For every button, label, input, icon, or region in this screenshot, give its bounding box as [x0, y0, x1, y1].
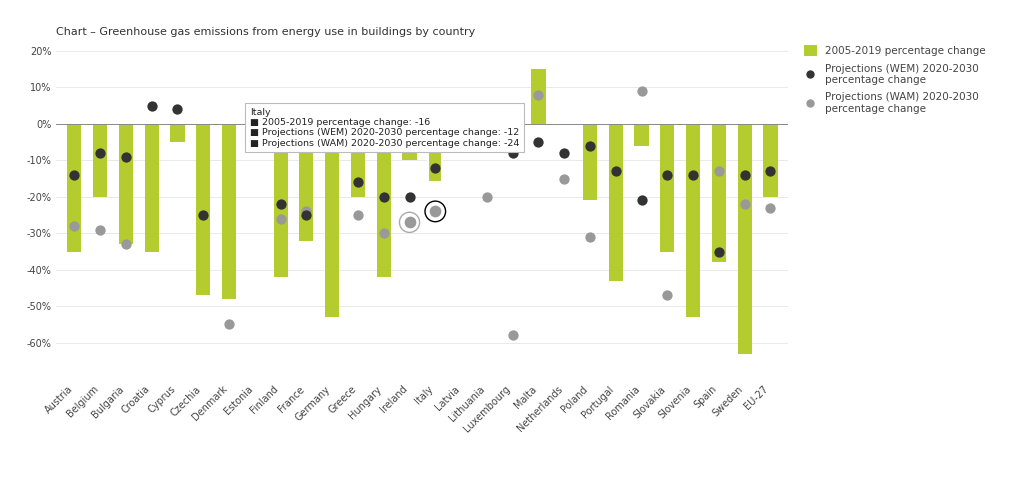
Point — [401, 193, 418, 201]
Point — [67, 222, 83, 230]
Bar — [170, 124, 184, 142]
Point — [118, 153, 134, 161]
Point — [298, 208, 314, 215]
Bar — [402, 124, 417, 160]
Bar — [248, 124, 262, 131]
Point — [505, 331, 521, 339]
Bar — [197, 124, 210, 295]
Text: Chart – Greenhouse gas emissions from energy use in buildings by country: Chart – Greenhouse gas emissions from en… — [56, 27, 475, 37]
Point — [427, 164, 443, 172]
Point — [427, 208, 443, 215]
Point — [530, 91, 547, 99]
Point — [350, 178, 367, 186]
Bar — [273, 124, 288, 277]
Bar — [608, 124, 623, 281]
Bar — [299, 124, 313, 241]
Bar — [93, 124, 108, 197]
Point — [221, 321, 238, 329]
Point — [736, 171, 753, 179]
Point — [453, 139, 469, 146]
Point — [711, 167, 727, 175]
Point — [530, 139, 547, 146]
Point — [607, 167, 624, 175]
Bar — [325, 124, 339, 317]
Bar — [428, 124, 442, 182]
Point — [582, 142, 598, 150]
Point — [659, 292, 676, 299]
Bar — [763, 124, 777, 197]
Point — [92, 226, 109, 234]
Point — [401, 219, 418, 226]
Point — [118, 241, 134, 248]
Bar — [583, 124, 597, 201]
Point — [401, 219, 418, 226]
Bar — [660, 124, 675, 252]
Point — [505, 149, 521, 157]
Point — [376, 229, 392, 237]
Point — [169, 105, 185, 113]
Point — [582, 233, 598, 241]
Point — [92, 149, 109, 157]
Bar — [428, 124, 442, 182]
Bar — [480, 113, 494, 124]
Point — [659, 171, 676, 179]
Point — [350, 211, 367, 219]
Point — [401, 219, 418, 226]
Point — [376, 193, 392, 201]
Point — [427, 208, 443, 215]
Bar — [686, 124, 700, 317]
Point — [711, 248, 727, 256]
Point — [633, 197, 649, 205]
Point — [401, 219, 418, 226]
Legend: 2005-2019 percentage change, Projections (WEM) 2020-2030
percentage change, Proj: 2005-2019 percentage change, Projections… — [801, 42, 989, 117]
Point — [762, 167, 778, 175]
Point — [556, 175, 572, 183]
Point — [685, 171, 701, 179]
Point — [478, 193, 495, 201]
Point — [556, 149, 572, 157]
Point — [272, 215, 289, 223]
Bar — [144, 124, 159, 252]
Bar — [119, 124, 133, 244]
Bar — [712, 124, 726, 262]
Bar — [454, 124, 468, 128]
Bar — [737, 124, 752, 354]
Bar — [531, 69, 546, 124]
Point — [196, 211, 212, 219]
Point — [427, 208, 443, 215]
Text: Italy
■ 2005-2019 percentage change: -16
■ Projections (WEM) 2020-2030 percentag: Italy ■ 2005-2019 percentage change: -16… — [250, 107, 519, 148]
Bar — [506, 124, 520, 131]
Bar — [222, 124, 237, 299]
Bar — [635, 124, 648, 146]
Point — [478, 139, 495, 146]
Point — [272, 200, 289, 208]
Point — [762, 204, 778, 212]
Point — [633, 87, 649, 95]
Point — [67, 171, 83, 179]
Point — [427, 208, 443, 215]
Bar — [377, 124, 391, 277]
Bar — [68, 124, 82, 252]
Point — [298, 211, 314, 219]
Bar — [351, 124, 365, 197]
Point — [143, 102, 160, 110]
Point — [736, 200, 753, 208]
